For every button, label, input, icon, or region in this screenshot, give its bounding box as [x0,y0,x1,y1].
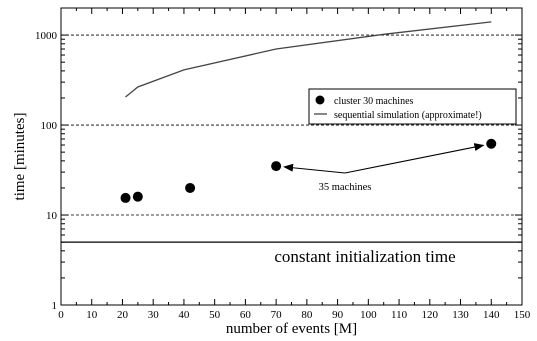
data-point [486,138,497,149]
grid-lines [61,34,522,216]
x-tick-label: 60 [240,309,252,321]
legend: cluster 30 machines sequential simulation… [308,88,517,125]
x-tick-label: 20 [117,309,129,321]
annotations: 35 machines [283,143,485,193]
x-tick-label: 80 [301,309,313,321]
x-axis-label: number of events [M] [226,321,357,337]
x-tick-label: 70 [271,309,283,321]
x-tick-label: 120 [422,309,439,321]
series-line [125,21,492,98]
x-tick-label: 100 [360,309,377,321]
reference-lines: constant initialization time [61,241,522,266]
x-tick-label: 40 [178,309,190,321]
y-tick-label: 1000 [35,30,58,42]
legend-label: cluster 30 machines [334,96,414,107]
annotation-arrow [344,143,485,174]
plot-series [120,21,497,203]
legend-marker-points [315,95,325,105]
y-tick-label: 1 [52,300,58,312]
x-tick-label: 130 [452,309,469,321]
x-tick-label: 90 [332,309,344,321]
x-tick-label: 30 [148,309,160,321]
reference-line-label: constant initialization time [274,247,455,266]
data-point [132,191,143,202]
x-tick-label: 150 [514,309,531,321]
x-tick-label: 0 [58,309,64,321]
x-tick-label: 10 [86,309,98,321]
legend-box [308,88,517,125]
legend-label: sequential simulation (approximate!) [334,110,482,121]
data-point [120,192,131,203]
y-axis-ticks: 1 10 100 1000 [35,7,522,312]
data-point [271,161,282,172]
y-tick-label: 10 [46,210,58,222]
data-point [185,182,196,193]
x-tick-label: 140 [483,309,500,321]
annotation-arrow [283,163,346,174]
x-axis-ticks: 0 10 20 30 40 50 60 70 80 90 100 110 120 130 140 150 [58,8,531,321]
y-tick-label: 100 [41,120,58,132]
y-axis-label: time [minutes] [12,113,28,201]
annotation-label: 35 machines [319,182,372,193]
x-tick-label: 110 [391,309,408,321]
x-tick-label: 50 [209,309,221,321]
